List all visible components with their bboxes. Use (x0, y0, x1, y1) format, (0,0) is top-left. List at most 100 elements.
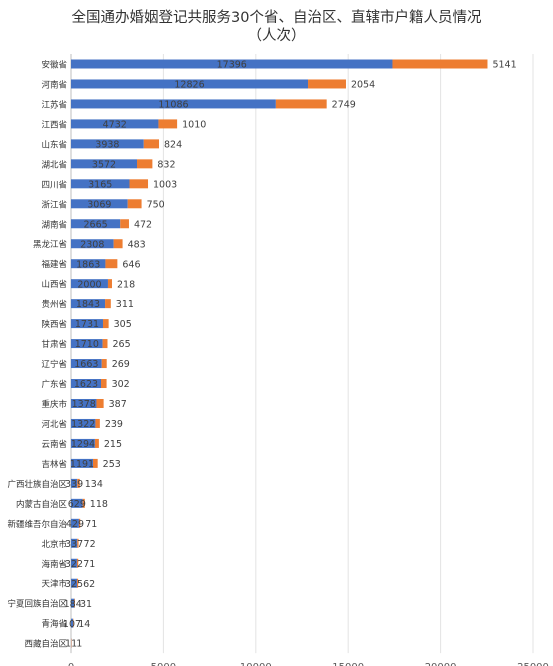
data-label-series-2: 824 (164, 139, 182, 150)
category-label: 宁夏回族自治区 (7, 599, 67, 610)
bar-segment-series-1 (71, 538, 78, 548)
bar-segment-series-2 (158, 119, 178, 129)
bar-segment-series-2 (77, 538, 79, 548)
category-label: 广东省 (41, 379, 67, 390)
data-label-series-2: 750 (147, 199, 165, 210)
data-label-series-2: 239 (105, 419, 123, 430)
category-label: 云南省 (41, 439, 67, 450)
data-label-series-1: 1843 (76, 299, 100, 310)
bar-segment-series-1 (71, 518, 79, 528)
category-label: 河南省 (41, 79, 67, 90)
category-label: 贵州省 (41, 299, 67, 310)
data-label-series-2: 253 (103, 459, 121, 470)
x-tick-label: 15000 (332, 662, 364, 666)
data-label-series-2: 2749 (332, 100, 356, 111)
data-label-series-2: 269 (112, 359, 130, 370)
data-label-series-2: 302 (112, 379, 130, 390)
bar-segment-series-2 (129, 179, 149, 189)
bar-segment-series-2 (120, 219, 129, 229)
bar-segment-series-2 (102, 319, 109, 329)
bar-segment-series-2 (105, 299, 111, 309)
category-label: 广西壮族自治区 (7, 479, 67, 490)
bar-segment-series-1 (71, 458, 94, 468)
bar-segment-series-1 (71, 319, 103, 329)
data-label-series-1: 629 (68, 499, 86, 510)
data-label-series-1: 325 (65, 579, 83, 590)
data-label-series-1: 322 (65, 559, 83, 570)
bar-segment-series-1 (71, 119, 159, 129)
data-label-series-2: 5141 (492, 60, 516, 71)
data-label-series-1: 12826 (174, 80, 204, 91)
bar-segment-series-2 (100, 379, 107, 389)
bar-segment-series-2 (95, 418, 100, 428)
bar-segment-series-1 (71, 558, 77, 568)
data-label-series-1: 2000 (77, 279, 101, 290)
data-label-series-2: 646 (122, 259, 140, 270)
data-label-series-2: 118 (90, 499, 108, 510)
x-tick-label: 20000 (425, 662, 457, 666)
bar-segment-series-2 (78, 518, 81, 528)
data-label-series-2: 71 (83, 559, 95, 570)
data-label-series-2: 472 (134, 219, 152, 230)
data-label-series-1: 2308 (80, 239, 104, 250)
data-label-series-2: 387 (109, 399, 127, 410)
data-label-series-2: 218 (117, 279, 135, 290)
bar-segment-series-2 (113, 239, 123, 249)
bar-segment-series-2 (143, 139, 160, 149)
x-tick-label: 5000 (151, 662, 176, 666)
category-label: 湖北省 (41, 159, 67, 170)
category-label: 重庆市 (41, 399, 67, 410)
data-label-series-2: 1010 (182, 120, 206, 131)
bar-segment-series-1 (71, 379, 101, 389)
bar-segment-series-1 (71, 299, 106, 309)
category-label: 天津市 (41, 579, 67, 590)
data-label-series-2: 311 (116, 299, 134, 310)
data-label-series-1: 3938 (95, 139, 119, 150)
category-label: 青海省 (41, 619, 67, 630)
category-label: 新疆维吾尔自治 (7, 519, 67, 530)
category-label: 甘肃省 (41, 339, 67, 350)
category-label: 湖南省 (41, 219, 67, 230)
x-tick-label: 0 (68, 662, 74, 666)
category-label: 江苏省 (41, 99, 67, 110)
bar-segment-series-1 (71, 219, 121, 229)
bar-segment-series-1 (71, 498, 83, 508)
x-tick-label: 10000 (240, 662, 272, 666)
bar-segment-series-1 (71, 578, 78, 588)
data-label-series-1: 184 (64, 599, 82, 610)
bar-segment-series-2 (392, 59, 488, 69)
category-label: 河北省 (41, 419, 67, 430)
bar-segment-series-2 (74, 598, 75, 608)
category-label: 浙江省 (41, 199, 67, 210)
category-label: 海南省 (41, 559, 67, 570)
data-label-series-1: 1322 (71, 419, 95, 430)
bar-segment-series-1 (71, 398, 97, 408)
bar-segment-series-1 (71, 438, 95, 448)
data-label-series-2: 2054 (351, 80, 375, 91)
data-label-series-1: 1863 (76, 259, 100, 270)
category-label: 四川省 (41, 179, 67, 190)
bar-segment-series-2 (76, 558, 79, 568)
data-label-series-1: 1731 (75, 319, 99, 330)
data-label-series-2: 1003 (153, 179, 177, 190)
data-label-series-1: 11 (65, 639, 77, 650)
category-label: 北京市 (41, 539, 67, 550)
bar-segment-series-2 (77, 478, 80, 488)
bar-segment-series-1 (71, 159, 138, 169)
category-label: 西藏自治区 (24, 639, 67, 650)
bar-segment-series-1 (71, 179, 130, 189)
bar-segment-series-1 (71, 139, 144, 149)
data-label-series-1: 1294 (71, 439, 95, 450)
data-label-series-2: 1 (76, 639, 82, 650)
bar-segment-series-1 (71, 199, 128, 209)
bar-segment-series-1 (71, 59, 393, 69)
data-label-series-1: 3165 (88, 179, 112, 190)
bar-segment-series-2 (82, 498, 85, 508)
bar-segment-series-2 (94, 438, 99, 448)
data-label-series-2: 832 (157, 159, 175, 170)
data-label-series-2: 215 (104, 439, 122, 450)
data-label-series-1: 3572 (92, 159, 116, 170)
bar-segment-series-1 (71, 598, 75, 608)
bar-segment-series-2 (101, 359, 107, 369)
